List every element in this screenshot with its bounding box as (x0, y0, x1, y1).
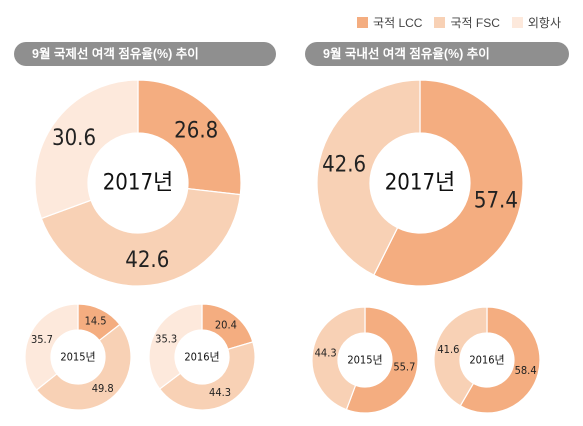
intl-2015-slice-foreign (24, 303, 79, 391)
legend-label-fsc: 국적 FSC (450, 16, 500, 30)
legend-swatch-lcc (357, 17, 369, 28)
domestic-panel-title: 9월 국내선 여객 점유율(%) 추이 (305, 42, 569, 66)
intl-2017-label-lcc: 26.8 (174, 119, 218, 144)
intl-2015-slice-fsc (35, 323, 132, 411)
legend: 국적 LCC 국적 FSC 외항사 (357, 14, 561, 31)
intl-2017-slice-lcc (137, 79, 242, 196)
donut-dom-2015: 55.7 44.3 2015년 (311, 306, 419, 414)
intl-2017-slice-foreign (34, 79, 139, 220)
intl-2017-slice-fsc (40, 187, 242, 287)
dom-2015-slice-lcc (345, 306, 419, 414)
intl-2017-label-foreign: 30.6 (52, 126, 96, 151)
intl-2016-slice-fsc (158, 341, 256, 411)
donut-intl-2017: 26.8 42.6 30.6 2017년 (34, 79, 242, 287)
intl-2015-label-lcc: 14.5 (85, 315, 107, 328)
dom-2016-slice-fsc (433, 306, 488, 407)
dom-2015-center-label: 2015년 (347, 354, 382, 367)
dom-2017-slice-fsc (316, 79, 421, 276)
intl-2016-label-foreign: 35.3 (155, 333, 177, 346)
intl-2015-label-foreign: 35.7 (31, 333, 53, 346)
legend-item-foreign: 외항사 (511, 14, 561, 31)
dom-2015-label-fsc: 44.3 (315, 346, 337, 359)
intl-2015-label-fsc: 49.8 (92, 382, 114, 395)
donut-intl-2015: 14.5 49.8 35.7 2015년 (24, 303, 132, 411)
legend-label-foreign: 외항사 (527, 16, 561, 30)
dom-2016-label-lcc: 58.4 (515, 364, 537, 377)
intl-2017-label-fsc: 42.6 (125, 248, 169, 273)
dom-2017-center-label: 2017년 (385, 171, 456, 196)
dom-2017-label-lcc: 57.4 (474, 188, 518, 213)
donut-dom-2016: 58.4 41.6 2016년 (433, 306, 541, 414)
donut-intl-2016: 20.4 44.3 35.3 2016년 (148, 303, 256, 411)
dom-2016-center-label: 2016년 (469, 354, 504, 367)
international-panel-title: 9월 국제선 여객 점유율(%) 추이 (14, 42, 276, 66)
legend-item-lcc: 국적 LCC (357, 14, 422, 31)
legend-item-fsc: 국적 FSC (434, 14, 500, 31)
donut-dom-2017: 57.4 42.6 2017년 (316, 79, 524, 287)
dom-2017-label-fsc: 42.6 (322, 153, 366, 178)
dom-2016-label-fsc: 41.6 (437, 343, 459, 356)
intl-2016-label-fsc: 44.3 (209, 386, 231, 399)
legend-swatch-fsc (434, 17, 446, 28)
legend-label-lcc: 국적 LCC (373, 16, 423, 30)
dom-2016-slice-lcc (459, 306, 541, 414)
dom-2015-label-lcc: 55.7 (393, 361, 415, 374)
intl-2016-label-lcc: 20.4 (215, 318, 237, 331)
intl-2016-slice-foreign (148, 303, 203, 390)
legend-swatch-foreign (511, 17, 523, 28)
dom-2017-slice-lcc (373, 79, 524, 287)
intl-2015-center-label: 2015년 (60, 351, 95, 364)
intl-2016-center-label: 2016년 (184, 351, 219, 364)
dom-2015-slice-fsc (311, 306, 366, 411)
intl-2017-center-label: 2017년 (103, 171, 174, 196)
